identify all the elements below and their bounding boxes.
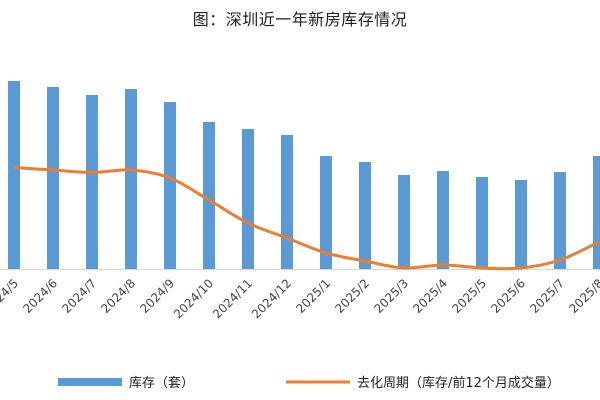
chart-title: 图：深圳近一年新房库存情况 [192, 10, 408, 29]
x-tick-label: 2024/7 [59, 276, 99, 316]
x-tick-label: 2025/1 [293, 276, 333, 316]
legend-label-cycle: 去化周期（库存/前12个月成交量） [357, 375, 560, 391]
bar-2024/10 [203, 122, 215, 269]
bar-2024/12 [281, 135, 293, 269]
x-tick-label: 2025/2 [332, 276, 372, 316]
bar-2025/3 [398, 175, 410, 269]
bar-2024/9 [164, 102, 176, 269]
x-tick-label: 2025/4 [410, 276, 450, 316]
bar-2024/8 [125, 89, 137, 269]
x-tick-label: 2024/6 [20, 276, 60, 316]
bar-2025/2 [359, 162, 371, 269]
bar-2025/4 [437, 171, 449, 269]
bar-2024/5 [8, 81, 20, 269]
bar-2025/6 [515, 180, 527, 269]
bar-2025/5 [476, 177, 488, 269]
bar-2024/7 [86, 95, 98, 269]
x-tick-label: 2024/8 [98, 276, 138, 316]
legend: 库存（套） 去化周期（库存/前12个月成交量） [58, 375, 560, 391]
bar-2025/7 [554, 172, 566, 269]
x-tick-label: 2025/8 [566, 276, 600, 316]
x-tick-label: 2025/6 [488, 276, 528, 316]
x-tick-label: 2024/12 [249, 276, 294, 321]
bar-2024/6 [47, 87, 59, 269]
legend-label-inventory: 库存（套） [129, 375, 194, 391]
x-tick-label: 2025/3 [371, 276, 411, 316]
bar-2025/8 [593, 156, 600, 269]
x-tick-label: 2025/7 [527, 276, 567, 316]
series-line-cycle [13, 166, 600, 271]
x-tick-label: 2024/11 [210, 276, 255, 321]
legend-swatch-bar [58, 378, 122, 386]
x-tick-label: 2025/5 [449, 276, 489, 316]
x-tick-label: 2024/5 [0, 276, 21, 316]
bar-2025/1 [320, 156, 332, 269]
bar-2024/11 [242, 129, 254, 269]
x-tick-label: 2024/10 [171, 276, 216, 321]
